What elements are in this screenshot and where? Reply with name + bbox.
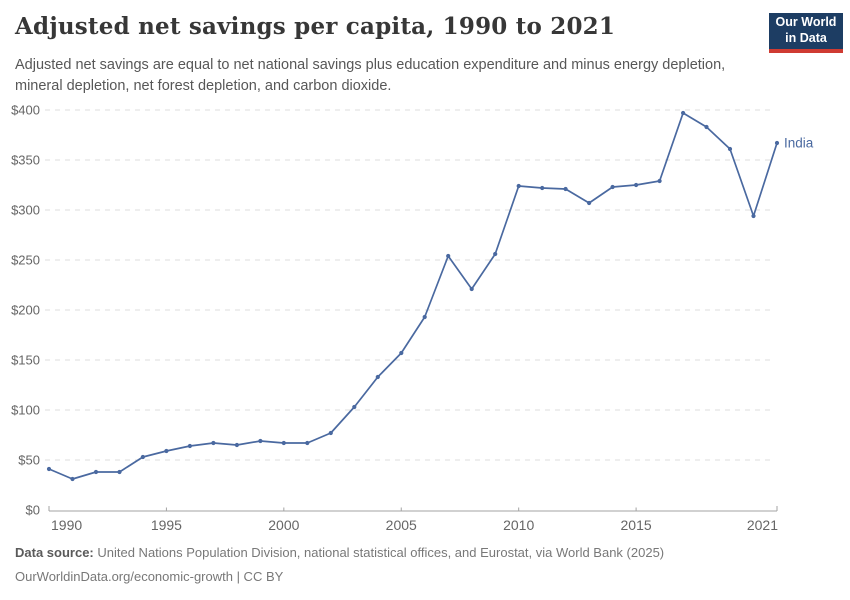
series-line-india[interactable] (48, 112, 778, 480)
data-point[interactable] (305, 440, 310, 446)
data-point[interactable] (446, 253, 451, 259)
data-point[interactable] (140, 454, 145, 460)
data-point[interactable] (751, 213, 756, 219)
data-point[interactable] (493, 251, 498, 257)
x-axis-tick-label: 1995 (151, 517, 182, 533)
data-point[interactable] (164, 448, 169, 454)
page-title: Adjusted net savings per capita, 1990 to… (15, 13, 616, 40)
data-source-label: Data source: (15, 545, 94, 560)
page-subtitle: Adjusted net savings are equal to net na… (15, 57, 726, 94)
y-axis-tick-label: $350 (11, 153, 40, 168)
x-axis-tick-label: 2010 (503, 517, 534, 533)
x-axis-tick-label: 2000 (268, 517, 299, 533)
owid-logo-line2: in Data (785, 31, 827, 45)
y-axis-tick-label: $150 (11, 353, 40, 368)
data-point[interactable] (375, 374, 380, 380)
footer-license[interactable]: OurWorldinData.org/economic-growth | CC … (15, 569, 284, 584)
data-point[interactable] (727, 146, 733, 152)
y-axis-tick-label: $200 (11, 303, 40, 318)
series-label-india[interactable]: India (784, 136, 814, 151)
data-point[interactable] (70, 476, 75, 482)
data-point[interactable] (469, 286, 474, 292)
data-point[interactable] (422, 314, 427, 320)
data-point[interactable] (681, 110, 686, 116)
data-point[interactable] (46, 466, 52, 472)
data-point[interactable] (211, 440, 216, 446)
data-point[interactable] (540, 185, 545, 191)
data-point[interactable] (774, 140, 780, 146)
y-axis-tick-label: $0 (26, 503, 40, 518)
data-point[interactable] (187, 443, 192, 449)
data-source-text: United Nations Population Division, nati… (93, 545, 665, 560)
data-point[interactable] (258, 438, 263, 444)
data-point[interactable] (563, 186, 568, 192)
owid-logo-line1: Our World (775, 15, 837, 30)
data-point[interactable] (281, 440, 286, 446)
y-axis-tick-label: $100 (11, 403, 40, 418)
data-point[interactable] (352, 404, 357, 410)
owid-logo[interactable]: Our World in Data (769, 13, 843, 53)
data-point[interactable] (704, 124, 709, 130)
data-point[interactable] (93, 469, 99, 475)
y-axis-tick-label: $300 (11, 203, 40, 218)
line-chart[interactable]: $0 $50 $100 $150 $200 $250 $300 $350 $400 1990 199… (0, 0, 850, 538)
y-axis-tick-label: $400 (11, 103, 40, 118)
data-point[interactable] (610, 184, 615, 190)
data-point[interactable] (234, 442, 239, 448)
data-point[interactable] (587, 200, 592, 206)
x-axis-tick-label: 1990 (51, 517, 82, 533)
data-point[interactable] (117, 469, 122, 475)
data-point[interactable] (399, 350, 404, 356)
data-point[interactable] (516, 183, 521, 189)
y-axis-tick-label: $250 (11, 253, 40, 268)
data-point[interactable] (657, 178, 662, 184)
x-axis-tick-label: 2015 (621, 517, 652, 533)
data-point[interactable] (328, 430, 333, 436)
footer-data-source: Data source: United Nations Population D… (15, 541, 835, 565)
x-axis-tick-label: 2021 (747, 517, 778, 533)
data-point[interactable] (634, 182, 639, 188)
chart-footer: Data source: United Nations Population D… (15, 541, 835, 589)
x-axis-tick-label: 2005 (386, 517, 417, 533)
y-axis-tick-label: $50 (18, 453, 40, 468)
